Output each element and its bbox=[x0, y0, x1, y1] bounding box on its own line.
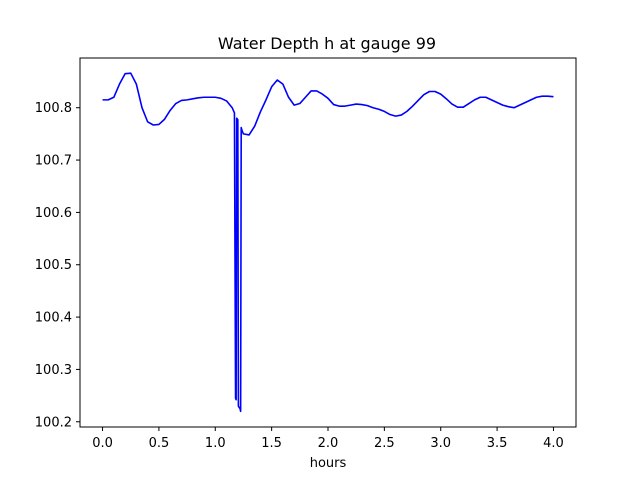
series-line bbox=[102, 72, 554, 413]
x-tick-label: 2.5 bbox=[374, 436, 395, 451]
y-tick-label: 100.6 bbox=[35, 206, 72, 221]
x-tick-label: 0.5 bbox=[149, 436, 170, 451]
x-axis-label: hours bbox=[310, 456, 347, 471]
y-axis: 100.2 100.3 100.4 100.5 100.6 100.7 100.8 bbox=[35, 101, 80, 430]
x-tick-label: 1.0 bbox=[205, 436, 226, 451]
y-tick-label: 100.5 bbox=[35, 258, 72, 273]
y-tick-label: 100.7 bbox=[35, 154, 72, 169]
y-tick-label: 100.2 bbox=[35, 415, 72, 430]
y-tick-label: 100.4 bbox=[35, 311, 72, 326]
y-tick-label: 100.3 bbox=[35, 363, 72, 378]
series-layer bbox=[102, 72, 554, 413]
plot-area-frame bbox=[79, 57, 577, 428]
x-tick-label: 3.5 bbox=[487, 436, 508, 451]
y-tick-label: 100.8 bbox=[35, 101, 72, 116]
x-tick-label: 2.0 bbox=[318, 436, 339, 451]
chart-title: Water Depth h at gauge 99 bbox=[218, 34, 436, 53]
x-axis: 0.0 0.5 1.0 1.5 2.0 2.5 3.0 3.5 4.0 bbox=[92, 427, 564, 451]
x-tick-label: 1.5 bbox=[261, 436, 282, 451]
x-tick-label: 0.0 bbox=[92, 436, 113, 451]
x-tick-label: 4.0 bbox=[543, 436, 564, 451]
x-tick-label: 3.0 bbox=[430, 436, 451, 451]
